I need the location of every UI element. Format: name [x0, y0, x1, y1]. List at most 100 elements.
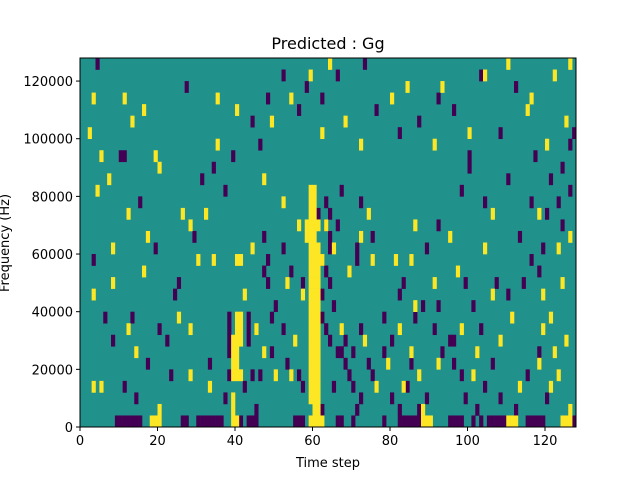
heatmap-cell-high [157, 403, 162, 416]
heatmap-cell-low [529, 415, 534, 428]
heatmap-cell-high [537, 357, 542, 370]
heatmap-cell-low [401, 277, 406, 289]
heatmap-cell-low [463, 277, 468, 289]
heatmap-cell-low [227, 311, 232, 324]
heatmap-cell-low [541, 415, 546, 428]
heatmap-cell-low [165, 334, 170, 347]
heatmap-cell-low [324, 265, 329, 278]
heatmap-cell-high [316, 392, 321, 405]
heatmap-cell-low [440, 346, 445, 359]
heatmap-cell-high [312, 334, 317, 347]
heatmap-cell-low [483, 196, 488, 209]
y-tick-label: 40000 [32, 306, 73, 321]
heatmap-cell-low [293, 415, 298, 428]
heatmap-cell-high [560, 415, 565, 428]
heatmap-cell-high [188, 369, 193, 382]
heatmap-cell-low [459, 184, 464, 197]
heatmap-cell-high [514, 415, 519, 428]
heatmap-cell-low [432, 323, 437, 336]
heatmap-cell-high [111, 242, 116, 255]
y-tick-label: 20000 [32, 363, 73, 378]
heatmap-cell-low [300, 415, 306, 428]
heatmap-cell-high [262, 173, 267, 186]
heatmap-cell-low [498, 392, 503, 405]
heatmap-cell-high [308, 265, 313, 278]
heatmap-cell-low [300, 277, 306, 289]
heatmap-cell-high [537, 207, 542, 220]
heatmap-cell-high [188, 219, 193, 232]
heatmap-cell-low [250, 115, 255, 128]
heatmap-cell-low [413, 311, 418, 324]
heatmap-cell-low [335, 69, 340, 82]
heatmap-cell-high [359, 138, 364, 151]
heatmap-cell-high [285, 277, 290, 289]
heatmap-cell-high [320, 254, 325, 266]
heatmap-cell-high [231, 346, 236, 359]
heatmap-cell-high [312, 392, 317, 405]
heatmap-cell-low [459, 369, 464, 382]
heatmap-cell-high [552, 346, 557, 359]
heatmap-cell-low [335, 415, 340, 428]
heatmap-cell-low [173, 288, 178, 301]
heatmap-cell-low [114, 415, 120, 428]
heatmap-cell-high [316, 334, 321, 347]
heatmap-cell-low [397, 403, 402, 416]
heatmap-cell-high [153, 150, 158, 163]
heatmap-cell-low [490, 357, 495, 370]
heatmap-cell-high [145, 230, 151, 243]
heatmap-cell-high [448, 230, 453, 243]
heatmap-cell-high [510, 311, 515, 324]
heatmap-cell-low [335, 346, 340, 359]
heatmap-cell-low [436, 219, 441, 232]
heatmap-cell-low [331, 380, 337, 393]
heatmap-cell-low [475, 403, 480, 416]
heatmap-cell-low [328, 334, 333, 347]
heatmap-cell-low [246, 311, 251, 324]
heatmap-cell-high [196, 254, 201, 266]
heatmap-cell-high [308, 357, 313, 370]
heatmap-cell-high [393, 254, 399, 266]
heatmap-cell-high [308, 334, 313, 347]
heatmap-cell-high [405, 81, 410, 93]
heatmap-cell-low [397, 415, 402, 428]
heatmap-cell-low [103, 311, 108, 324]
heatmap-cell-high [312, 207, 317, 220]
heatmap-cell-low [219, 415, 224, 428]
heatmap-cell-low [215, 415, 220, 428]
heatmap-cell-high [552, 69, 557, 82]
x-tick-label: 100 [455, 434, 480, 449]
heatmap-cell-low [537, 265, 542, 278]
heatmap-cell-high [316, 357, 321, 370]
heatmap-cell-low [331, 300, 337, 312]
heatmap-cell-low [409, 357, 414, 370]
heatmap-cell-high [428, 415, 433, 428]
heatmap-cell-low [390, 392, 395, 405]
heatmap-cell-low [417, 115, 422, 128]
heatmap-cell-low [184, 81, 189, 93]
heatmap-cell-high [374, 380, 379, 393]
heatmap-cell-high [312, 230, 317, 243]
heatmap-cell-low [258, 369, 263, 382]
heatmap-cell-high [320, 415, 325, 428]
heatmap-cell-low [568, 184, 573, 197]
heatmap-cell-high [490, 288, 495, 301]
heatmap-cell-low [452, 415, 457, 428]
heatmap-cell-high [401, 380, 406, 393]
heatmap-cell-high [111, 277, 116, 289]
heatmap-cell-low [118, 150, 123, 163]
heatmap-cell-high [308, 277, 313, 289]
heatmap-cell-low [359, 196, 364, 209]
heatmap-cell-high [498, 334, 503, 347]
heatmap-cell-high [324, 219, 329, 232]
heatmap-cell-low [339, 184, 344, 197]
heatmap-cell-low [320, 311, 325, 324]
heatmap-cell-high [467, 127, 472, 140]
heatmap-cell-high [316, 288, 321, 301]
heatmap-cell-high [188, 323, 193, 336]
heatmap-cell-low [370, 369, 375, 382]
heatmap-cell-high [250, 242, 255, 255]
heatmap-cell-low [452, 334, 457, 347]
heatmap-cell-high [316, 380, 321, 393]
heatmap-cell-low [134, 415, 139, 428]
y-axis: 0 20000 40000 60000 80000 100000 120000 [23, 75, 80, 436]
